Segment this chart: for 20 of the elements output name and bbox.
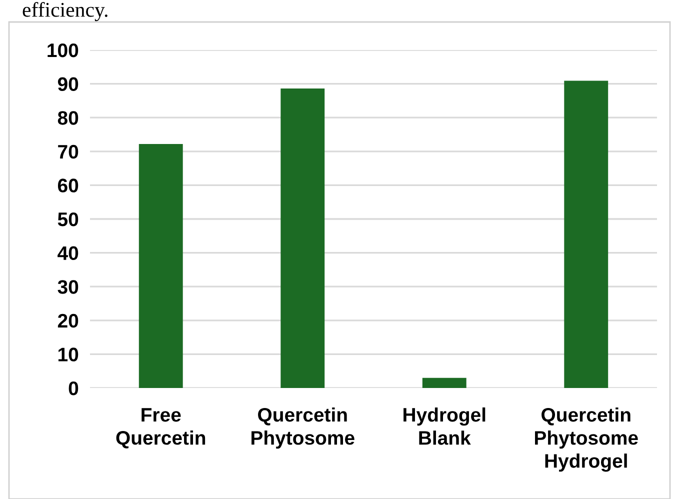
y-tick-label: 90: [58, 77, 78, 92]
y-tick-label: 70: [58, 144, 78, 159]
y-tick-label: 60: [58, 178, 78, 192]
y-tick-label: 10: [58, 348, 78, 362]
y-tick-label: 30: [58, 280, 78, 294]
bar: [564, 80, 608, 388]
y-tick-label: 50: [58, 212, 78, 226]
y-tick-label: 80: [58, 111, 78, 125]
x-tick-label: Quercetin Phytosome: [252, 407, 354, 449]
bar: [280, 88, 325, 388]
x-tick-label: Free Quercetin: [116, 408, 206, 448]
y-tick-label: 20: [58, 314, 78, 328]
bar: [138, 144, 183, 388]
y-tick-label: 40: [58, 246, 78, 260]
x-tick-label: Hydrogel Blank: [404, 407, 486, 445]
y-tick-label: 100: [48, 43, 78, 58]
bar: [422, 378, 466, 388]
y-tick-label: 0: [68, 381, 78, 396]
x-tick-label: Quercetin Phytosome Hydrogel: [535, 407, 638, 472]
text: efficiency.: [22, 2, 108, 22]
